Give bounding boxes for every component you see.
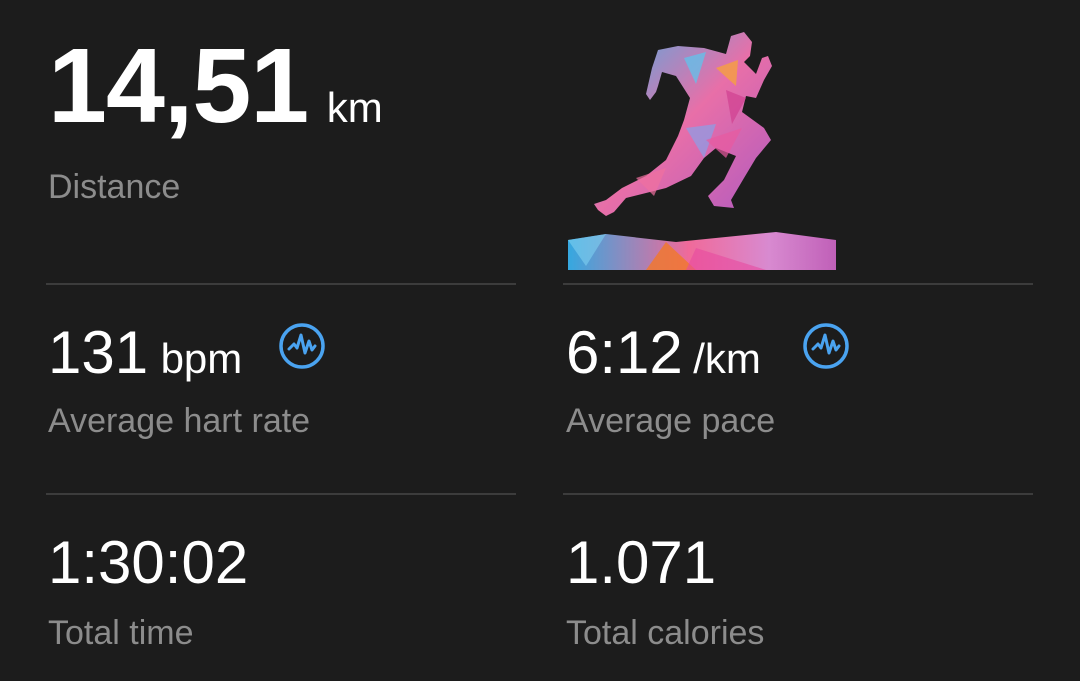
pace-label: Average pace xyxy=(566,402,776,440)
heart-rate-unit: bpm xyxy=(160,335,243,382)
heart-rate-stat: 131 bpm xyxy=(48,318,242,387)
total-time-value: 1:30:02 xyxy=(48,529,249,596)
divider xyxy=(563,493,1033,495)
distance-label: Distance xyxy=(48,168,181,206)
distance-stat: 14,51 km xyxy=(48,26,383,147)
heart-rate-label: Average hart rate xyxy=(48,402,311,440)
distance-value: 14,51 xyxy=(48,27,309,145)
distance-unit: km xyxy=(326,84,383,131)
runner-illustration xyxy=(568,32,836,270)
divider xyxy=(46,493,516,495)
total-calories-value: 1.071 xyxy=(566,529,717,596)
heart-rate-value: 131 xyxy=(48,319,149,386)
pace-unit: /km xyxy=(693,335,761,382)
pace-stat: 6:12 /km xyxy=(566,318,761,387)
divider xyxy=(563,283,1033,285)
activity-wave-icon[interactable] xyxy=(278,322,326,370)
divider xyxy=(46,283,516,285)
activity-wave-icon[interactable] xyxy=(802,322,850,370)
total-calories-label: Total calories xyxy=(566,614,765,652)
total-time-label: Total time xyxy=(48,614,194,652)
pace-value: 6:12 xyxy=(566,319,683,386)
